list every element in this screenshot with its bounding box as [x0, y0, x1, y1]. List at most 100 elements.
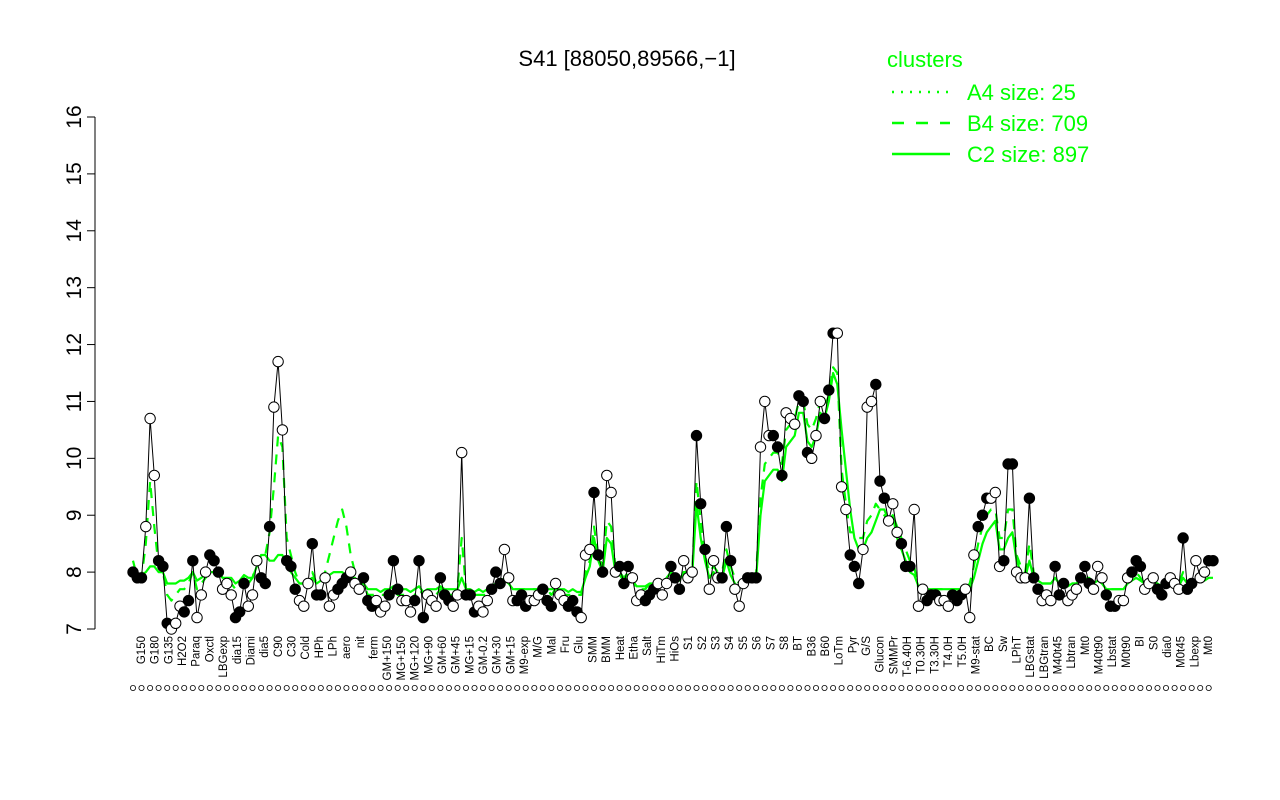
- data-point-126: [665, 560, 677, 573]
- data-point-206: [1006, 458, 1019, 470]
- rug-mark-56: [369, 685, 376, 692]
- data-point-116: [622, 560, 634, 573]
- data-point-79: [464, 589, 476, 601]
- rug-mark-210: [1026, 685, 1033, 692]
- rug-mark-74: [445, 685, 452, 692]
- rug-mark-102: [565, 685, 572, 692]
- rug-mark-76: [454, 685, 461, 692]
- rug-mark-28: [249, 685, 256, 692]
- data-point-82: [477, 606, 489, 618]
- x-tick-label-17: ferm: [369, 636, 381, 659]
- rug-mark-24: [232, 685, 239, 692]
- rug-mark-158: [804, 685, 811, 692]
- data-point-167: [840, 503, 852, 516]
- rug-mark-40: [300, 685, 307, 692]
- data-point-4: [144, 412, 156, 425]
- x-tick-label-75: dia0: [1162, 636, 1174, 658]
- rug-mark-234: [1128, 685, 1135, 692]
- x-tick-label-47: S8: [779, 636, 791, 650]
- data-point-46: [323, 600, 336, 612]
- data-point-212: [1032, 583, 1044, 595]
- data-point-195: [959, 583, 972, 595]
- rug-mark-114: [616, 685, 623, 692]
- data-point-10: [170, 617, 182, 629]
- data-point-236: [1134, 560, 1147, 573]
- data-point-20: [212, 566, 225, 578]
- x-tick-label-50: B60: [820, 636, 832, 656]
- x-tick-label-15: aero: [341, 636, 353, 659]
- x-tick-label-67: M40t45: [1053, 636, 1065, 674]
- data-point-19: [208, 555, 220, 567]
- rug-mark-176: [881, 685, 888, 692]
- data-point-26: [238, 577, 250, 590]
- rug-mark-52: [351, 685, 358, 692]
- series-line: [132, 332, 1213, 630]
- x-tick-label-16: nit: [355, 635, 367, 648]
- rug-mark-20: [215, 685, 222, 692]
- data-point-148: [759, 395, 771, 408]
- data-point-179: [891, 526, 903, 538]
- rug-mark-46: [326, 685, 333, 692]
- rug-mark-58: [377, 685, 384, 692]
- x-tick-label-32: Glu: [574, 636, 586, 654]
- rug-mark-214: [1043, 685, 1050, 692]
- data-point-41: [302, 577, 314, 590]
- rug-mark-242: [1163, 685, 1170, 692]
- rug-mark-224: [1086, 685, 1093, 692]
- rug-mark-32: [266, 685, 273, 692]
- data-point-75: [447, 600, 459, 612]
- rug-mark-166: [838, 685, 845, 692]
- data-point-234: [1126, 566, 1138, 578]
- x-tick-label-74: S0: [1148, 636, 1160, 650]
- rug-mark-86: [497, 685, 504, 692]
- data-point-53: [353, 583, 365, 595]
- rug-mark-172: [864, 685, 871, 692]
- data-point-12: [178, 606, 190, 618]
- rug-mark-250: [1197, 685, 1204, 692]
- data-point-146: [750, 572, 762, 584]
- data-point-136: [707, 555, 720, 567]
- x-tick-label-25: GM-0.2: [478, 636, 490, 674]
- rug-mark-122: [650, 685, 657, 692]
- x-tick-label-49: B36: [806, 636, 818, 656]
- data-point-152: [776, 469, 788, 482]
- data-point-131: [686, 566, 698, 578]
- rug-mark-2: [138, 685, 145, 692]
- data-point-110: [596, 566, 609, 578]
- rug-mark-126: [667, 685, 674, 692]
- y-tick-label-3: 10: [63, 447, 86, 470]
- rug-mark-84: [488, 685, 495, 692]
- data-point-98: [545, 600, 557, 612]
- rug-mark-116: [625, 685, 632, 692]
- legend-entries: A4 size: 25 B4 size: 709 C2 size: 897: [892, 80, 1089, 167]
- rug-mark-80: [471, 685, 478, 692]
- x-tick-label-55: SMMPr: [888, 636, 900, 675]
- x-tick-label-66: LBGtran: [1039, 636, 1051, 679]
- data-point-29: [251, 555, 263, 567]
- rug-mark-238: [1146, 685, 1153, 692]
- data-point-84: [485, 583, 498, 595]
- rug-mark-16: [198, 685, 205, 692]
- rug-mark-194: [958, 685, 965, 692]
- data-point-68: [417, 611, 429, 624]
- x-tick-label-63: Sw: [998, 635, 1010, 652]
- x-tick-label-46: S7: [765, 636, 777, 650]
- data-point-138: [716, 572, 728, 584]
- data-point-127: [669, 572, 681, 584]
- rug-mark-112: [608, 685, 615, 692]
- data-point-2: [135, 572, 148, 584]
- x-tick-label-61: M9-stat: [970, 635, 982, 674]
- data-point-210: [1023, 492, 1036, 504]
- data-point-88: [503, 572, 515, 584]
- data-point-57: [370, 594, 382, 607]
- rug-mark-222: [1077, 685, 1084, 692]
- y-tick-label-7: 14: [63, 219, 86, 243]
- legend-label-1: B4 size: 709: [967, 111, 1088, 136]
- legend: clusters A4 size: 25 B4 size: 709 C2 size:…: [887, 47, 1089, 167]
- data-point-3: [140, 520, 152, 533]
- x-tick-label-37: Salt: [642, 635, 654, 656]
- x-tick-label-2: G135: [163, 636, 175, 664]
- data-point-151: [771, 441, 784, 453]
- data-point-185: [917, 583, 929, 595]
- y-tick-label-2: 9: [63, 509, 86, 521]
